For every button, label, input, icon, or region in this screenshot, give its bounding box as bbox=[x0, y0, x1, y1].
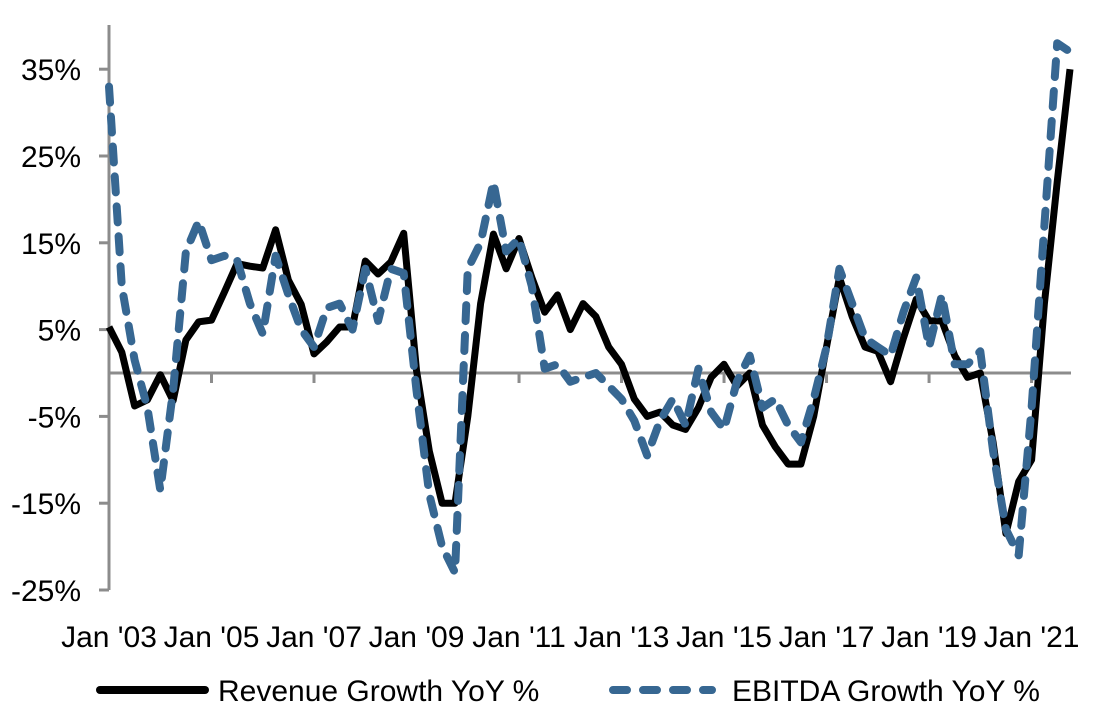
x-tick-label: Jan '13 bbox=[574, 621, 670, 654]
series-line-ebitda bbox=[105, 39, 1074, 577]
x-tick-label: Jan '15 bbox=[676, 621, 772, 654]
y-tick-label: -15% bbox=[11, 488, 81, 521]
x-tick-label: Jan '21 bbox=[984, 621, 1080, 654]
legend-label-ebitda: EBITDA Growth YoY % bbox=[732, 675, 1040, 708]
legend-label-revenue: Revenue Growth YoY % bbox=[218, 675, 539, 708]
y-tick-label: -5% bbox=[28, 401, 81, 434]
x-tick-label: Jan '05 bbox=[164, 621, 260, 654]
y-tick-label: 15% bbox=[21, 228, 81, 261]
y-tick-label: 25% bbox=[21, 141, 81, 174]
x-axis: Jan '03 Jan '05 Jan '07 Jan '09 Jan '11 Jan '… bbox=[61, 371, 1080, 654]
x-tick-label: Jan '07 bbox=[266, 621, 362, 654]
series-lines bbox=[105, 39, 1074, 577]
y-axis: 35% 25% 15% 5% -5% -15% -25% bbox=[11, 25, 111, 608]
x-tick-label: Jan '09 bbox=[369, 621, 465, 654]
x-tick-label: Jan '11 bbox=[472, 621, 566, 654]
y-tick-label: 35% bbox=[21, 54, 81, 87]
x-tick-label: Jan '03 bbox=[61, 621, 157, 654]
y-tick-label: 5% bbox=[38, 315, 81, 348]
y-tick-label: -25% bbox=[11, 575, 81, 608]
series-line-revenue bbox=[105, 68, 1074, 538]
x-tick-label: Jan '19 bbox=[881, 621, 977, 654]
x-tick-label: Jan '17 bbox=[779, 621, 875, 654]
legend: Revenue Growth YoY % EBITDA Growth YoY % bbox=[96, 675, 1040, 708]
